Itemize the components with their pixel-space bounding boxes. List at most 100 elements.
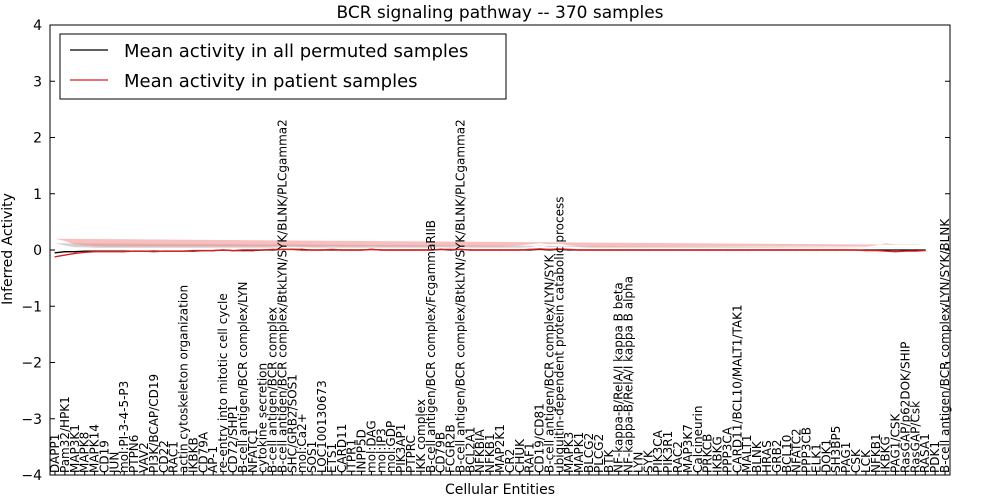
data-point-patient [677, 249, 679, 251]
data-point-patient [469, 249, 471, 251]
category-label: LOC100130673 [315, 380, 329, 473]
category-label: NFKB1 [869, 433, 883, 473]
category-label: BLNK [750, 440, 764, 473]
category-label: RAC1 [167, 441, 181, 473]
data-point-patient [489, 249, 491, 251]
data-point-permuted [885, 249, 887, 251]
data-point-patient [786, 249, 788, 251]
category-label: JUN [107, 452, 121, 474]
data-point-patient [450, 248, 452, 250]
data-point-patient [232, 250, 234, 252]
category-label: mol:IP3 [374, 428, 388, 473]
data-point-patient [806, 249, 808, 251]
category-label: FCGR2B [444, 424, 458, 473]
category-label: IKBKG [711, 436, 725, 473]
data-point-patient [499, 249, 501, 251]
category-label: PI3K/BCAP/CD19 [147, 374, 161, 473]
category-label: PLCG2 [592, 434, 606, 473]
data-point-patient [173, 250, 175, 252]
category-label: mol:DAG [364, 420, 378, 473]
category-label: MAPK3 [562, 432, 576, 473]
legend-box [59, 33, 507, 100]
legend-label-patient: Mean activity in patient samples [124, 71, 418, 92]
data-point-patient [924, 250, 926, 252]
category-label: CD72/SHP1 [226, 405, 240, 473]
data-point-patient [410, 249, 412, 251]
data-point-patient [539, 248, 541, 250]
data-point-patient [578, 249, 580, 251]
category-label: re-entry into mitotic cell cycle [216, 293, 230, 473]
category-label: SOS1 [305, 441, 319, 473]
data-point-patient [252, 249, 254, 251]
data-point-permuted [895, 249, 897, 251]
data-point-patient [479, 249, 481, 251]
category-label: NF-kappa-B/RelA/I kappa B alpha [622, 276, 636, 473]
plot-frame [49, 24, 951, 476]
category-label: IKBKB [186, 437, 200, 473]
category-label: NFATC2 [790, 428, 804, 473]
category-label: mol:GDP [384, 421, 398, 473]
series-lines [54, 248, 926, 258]
data-point-patient [697, 249, 699, 251]
category-label: MAPK14 [88, 424, 102, 473]
category-label: CSK [849, 448, 863, 473]
data-point-patient [509, 249, 511, 251]
data-point-permuted [54, 252, 56, 254]
data-point-patient [519, 249, 521, 251]
category-label: CARD11/BCL10/MALT1/TAK1 [730, 304, 744, 473]
category-label: RAF1 [523, 442, 537, 473]
y-tick-label: −3 [21, 412, 42, 428]
data-point-patient [54, 256, 56, 258]
category-label: PIK3R1 [661, 431, 675, 473]
data-point-patient [667, 249, 669, 251]
category-label: MAP3K1 [68, 424, 82, 473]
data-point-patient [647, 249, 649, 251]
data-point-patient [242, 249, 244, 251]
category-label: MAPK8 [78, 432, 92, 473]
category-label: B-cell antigen/BCR complex [266, 307, 280, 473]
chart-title: BCR signaling pathway -- 370 samples [336, 3, 663, 23]
data-point-patient [815, 249, 818, 251]
data-point-patient [875, 250, 877, 252]
category-label: B-cell antigen/BCR complex/BtkLYN/SYK/BL… [453, 119, 467, 473]
category-label: actin cytoskeleton organization [177, 285, 191, 473]
data-point-patient [351, 249, 353, 251]
category-label: NFATC1 [246, 428, 260, 473]
category-label: mol:Ca2+ [295, 413, 309, 473]
data-point-patient [331, 248, 333, 250]
data-point-patient [361, 249, 363, 251]
data-point-patient [845, 249, 847, 251]
data-point-patient [420, 249, 422, 251]
data-point-patient [776, 249, 778, 251]
data-point-patient [440, 248, 442, 250]
data-point-permuted [904, 249, 907, 251]
category-label: B-cell antigen/BCR complex/LYN/SYK/BLNK [938, 218, 952, 473]
category-label: PAG1/CSK [889, 413, 903, 473]
category-label: RASA1 [918, 433, 932, 473]
data-point-patient [914, 250, 916, 252]
data-point-patient [400, 249, 402, 251]
data-point-patient [637, 249, 640, 251]
data-point-patient [608, 249, 610, 251]
data-point-patient [183, 250, 185, 252]
data-point-patient [707, 249, 709, 251]
data-point-patient [865, 250, 867, 252]
category-label: CHUK [513, 438, 527, 473]
category-label: B-cell antigen/BCR complex/LYN/SYK [542, 253, 556, 473]
category-label: IKK complex [414, 399, 428, 473]
category-label: PRKCB [701, 434, 715, 473]
data-point-patient [726, 249, 729, 251]
category-label: INPP5D [355, 429, 369, 473]
y-tick-label: 3 [33, 74, 42, 90]
category-labels: DAPP1Pam32/HPK1MAP3K1MAPK8MAPK14CD19JUNm… [48, 119, 952, 475]
category-label: AP-1 [206, 446, 220, 473]
category-label: MAP2K1 [493, 424, 507, 473]
category-label: ELK1 [809, 443, 823, 473]
data-point-patient [74, 252, 76, 254]
x-axis-label: Cellular Entities [445, 482, 555, 498]
category-label: DOK1 [819, 439, 833, 473]
data-point-patient [746, 249, 748, 251]
data-point-patient [370, 248, 372, 250]
data-point-patient [192, 250, 194, 252]
category-label: PPP3CB [800, 427, 814, 473]
